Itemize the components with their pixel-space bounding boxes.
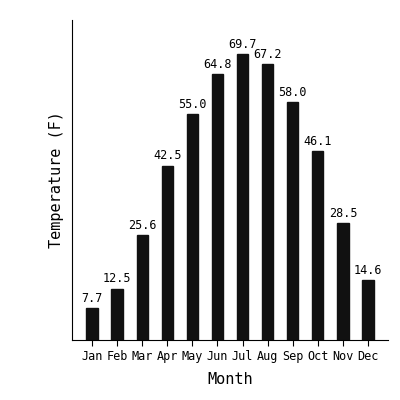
Bar <box>187 114 198 340</box>
Bar <box>362 280 374 340</box>
Bar <box>287 102 298 340</box>
Bar <box>86 308 98 340</box>
Bar <box>136 235 148 340</box>
Text: 14.6: 14.6 <box>354 264 382 277</box>
Bar <box>337 223 348 340</box>
Bar <box>112 289 123 340</box>
Bar <box>312 151 324 340</box>
X-axis label: Month: Month <box>207 372 253 387</box>
Y-axis label: Temperature (F): Temperature (F) <box>49 112 64 248</box>
Text: 12.5: 12.5 <box>103 272 131 286</box>
Text: 28.5: 28.5 <box>329 207 357 220</box>
Bar <box>162 166 173 340</box>
Text: 69.7: 69.7 <box>228 38 257 51</box>
Text: 46.1: 46.1 <box>304 134 332 148</box>
Bar <box>262 64 273 340</box>
Text: 42.5: 42.5 <box>153 149 182 162</box>
Text: 25.6: 25.6 <box>128 219 156 232</box>
Text: 55.0: 55.0 <box>178 98 207 111</box>
Text: 67.2: 67.2 <box>253 48 282 61</box>
Text: 64.8: 64.8 <box>203 58 232 71</box>
Text: 7.7: 7.7 <box>81 292 103 305</box>
Text: 58.0: 58.0 <box>278 86 307 99</box>
Bar <box>237 54 248 340</box>
Bar <box>212 74 223 340</box>
